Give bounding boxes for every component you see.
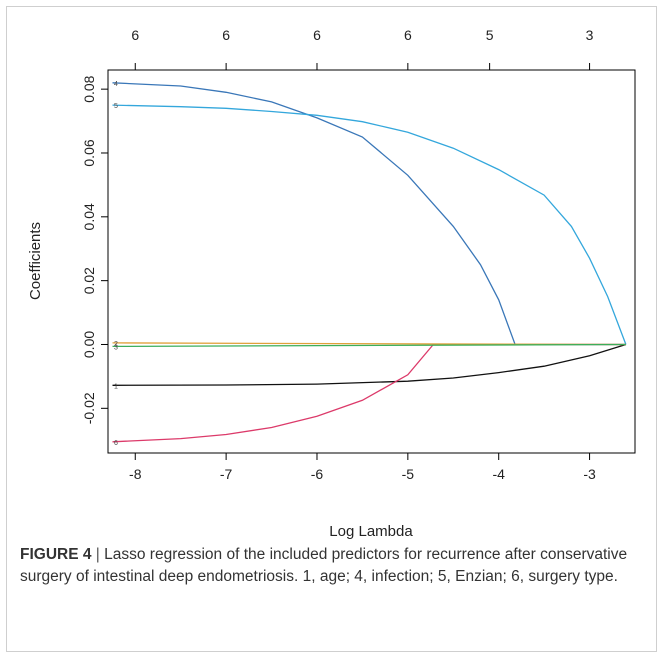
caption-separator: |: [95, 546, 100, 563]
series-lines: [112, 82, 627, 443]
series-labels: 4 5 1 6 23: [114, 81, 118, 447]
series-line-1: [112, 343, 627, 386]
y-tick-label: 0.02: [81, 267, 97, 294]
top-tick-label: 6: [404, 27, 412, 43]
series-label-5: 5: [114, 103, 118, 110]
top-tick-label: 5: [486, 27, 494, 43]
plot-box: [107, 69, 636, 454]
x-axis-label: Log Lambda: [329, 523, 413, 540]
series-label-1: 1: [114, 383, 118, 390]
y-tick-label: 0.06: [81, 139, 97, 166]
top-tick-label: 3: [586, 27, 594, 43]
y-axis-ticks: -0.02 0.00 0.02 0.04 0.06 0.08: [81, 75, 108, 424]
top-tick-label: 6: [313, 27, 321, 43]
series-line-6: [112, 343, 626, 443]
x-tick-label: -3: [583, 466, 596, 482]
series-line-5: [112, 104, 627, 345]
series-label-3: 3: [114, 344, 118, 351]
series-label-4: 4: [114, 81, 118, 88]
y-tick-label: 0.08: [81, 75, 97, 102]
series-label-2: 2: [114, 341, 118, 348]
x-tick-label: -6: [311, 466, 324, 482]
y-tick-label: 0.00: [81, 331, 97, 358]
top-tick-label: 6: [131, 27, 139, 43]
figure-label: FIGURE 4: [20, 546, 92, 563]
series-line-3: [112, 343, 626, 348]
y-tick-label: -0.02: [81, 392, 97, 424]
x-tick-label: -4: [492, 466, 505, 482]
top-tick-label: 6: [222, 27, 230, 43]
y-axis-label: Coefficients: [27, 222, 44, 300]
x-axis-ticks: -8 -7 -6 -5 -4 -3: [129, 453, 596, 482]
series-line-4: [112, 82, 626, 346]
figure-caption: FIGURE 4 | Lasso regression of the inclu…: [20, 544, 645, 588]
caption-text: Lasso regression of the included predict…: [20, 546, 628, 585]
series-label-6: 6: [114, 440, 118, 447]
y-tick-label: 0.04: [81, 203, 97, 230]
x-tick-label: -7: [220, 466, 233, 482]
figure-frame: [6, 6, 657, 652]
x-tick-label: -8: [129, 466, 142, 482]
top-axis-ticks: 6 6 6 6 5 3: [131, 27, 594, 70]
lasso-coefficient-chart: -8 -7 -6 -5 -4 -3 -0.02 0.00 0.02 0.04 0.06 0.08 6…: [27, 27, 636, 540]
x-tick-label: -5: [402, 466, 415, 482]
